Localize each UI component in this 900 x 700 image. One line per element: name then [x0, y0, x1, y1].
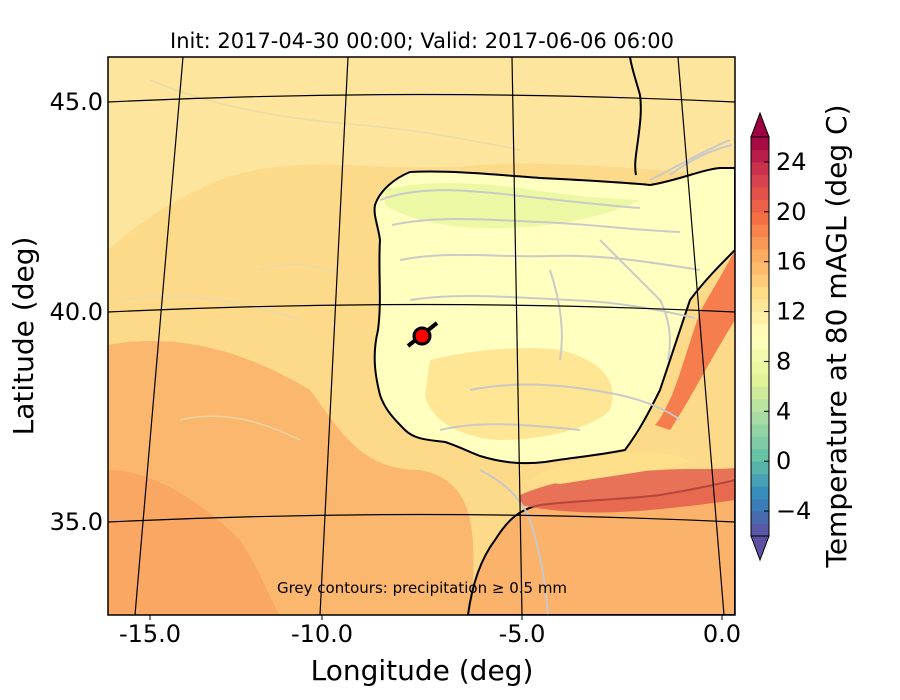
- colorbar-band: [751, 423, 769, 437]
- map-frame: [107, 56, 736, 616]
- colorbar-band: [751, 473, 769, 487]
- colorbar-band: [751, 348, 769, 362]
- cool-north-sea: [108, 57, 735, 250]
- map-title: Init: 2017-04-30 00:00; Valid: 2017-06-0…: [170, 29, 674, 53]
- colorbar-band: [751, 386, 769, 400]
- sea-isolines: [119, 79, 521, 441]
- colorbar-tick-label: 0: [776, 447, 791, 475]
- colorbar-band: [751, 274, 769, 288]
- colorbar-tick-label: 4: [776, 397, 791, 425]
- colorbar-label: Temperature at 80 mAGL (deg C): [820, 104, 853, 568]
- hot-mediterranean-strip: [655, 250, 735, 430]
- colorbar-band: [751, 249, 769, 263]
- colorbar-bottom-extend: [750, 535, 770, 562]
- colorbar-frame: [750, 136, 770, 537]
- colorbar-band: [751, 336, 769, 350]
- colorbar-band: [751, 411, 769, 425]
- colorbar-band: [751, 261, 769, 275]
- colorbar-tick-label: 8: [776, 347, 791, 375]
- land-cool-north: [385, 183, 640, 229]
- map-area: [108, 57, 735, 615]
- colorbar-band: [751, 174, 769, 188]
- colorbar-band: [751, 511, 769, 525]
- colorbar-band: [751, 137, 769, 150]
- colorbar-tick-label: −4: [776, 497, 811, 525]
- colorbar-band: [751, 186, 769, 200]
- x-axis-label: Longitude (deg): [311, 654, 534, 687]
- land-warm-patch: [425, 348, 613, 440]
- colorbar-band: [751, 311, 769, 325]
- colorbar-band: [751, 498, 769, 512]
- colorbar-tick-label: 12: [776, 298, 807, 326]
- colorbar-band: [751, 161, 769, 175]
- colorbar-band: [751, 149, 769, 163]
- x-tick-label: 0.0: [703, 620, 741, 648]
- graticule: [108, 57, 735, 615]
- colorbar-band: [751, 523, 769, 537]
- colorbar-band: [751, 236, 769, 250]
- colorbar-bands: [751, 137, 769, 537]
- colorbar-band: [751, 211, 769, 225]
- y-tick-label: 45.0: [50, 88, 103, 116]
- colorbar-band: [751, 224, 769, 238]
- x-tick-label: -5.0: [499, 620, 546, 648]
- colorbar-band: [751, 398, 769, 412]
- france-coastline: [629, 57, 642, 176]
- colorbar-band: [751, 324, 769, 337]
- colorbar-band: [751, 448, 769, 462]
- colorbar-band: [751, 436, 769, 450]
- x-tick-label: -15.0: [119, 620, 181, 648]
- colorbar-tick-label: 24: [776, 148, 807, 176]
- colorbar-band: [751, 373, 769, 387]
- colorbar-band: [751, 299, 769, 313]
- y-ticks: 45.0 40.0 35.0: [50, 88, 103, 536]
- site-marker: [406, 321, 439, 348]
- x-tick-label: -10.0: [291, 620, 353, 648]
- y-axis-label: Latitude (deg): [7, 237, 40, 436]
- colorbar-band: [751, 199, 769, 213]
- colorbar-top-extend: [750, 111, 770, 138]
- colorbar-band: [751, 486, 769, 500]
- colorbar-tick-label: 16: [776, 248, 807, 276]
- y-tick-label: 40.0: [50, 298, 103, 326]
- colorbar-band: [751, 286, 769, 300]
- colorbar-tick-label: 20: [776, 198, 807, 226]
- colorbar-band: [751, 361, 769, 375]
- x-ticks: -15.0 -10.0 -5.0 0.0: [119, 615, 741, 648]
- precipitation-note: Grey contours: precipitation ≥ 0.5 mm: [277, 579, 567, 597]
- colorbar: 24 20 16 12 8 4 0 −4 Temperature at 80 mAGL (de…: [750, 104, 853, 569]
- warmer-ocean-band: [108, 470, 280, 615]
- colorbar-band: [751, 461, 769, 475]
- colorbar-ticks: 24 20 16 12 8 4 0 −4: [764, 148, 811, 525]
- precipitation-contours: [379, 139, 733, 615]
- alboran-sea-cool: [530, 452, 690, 484]
- y-tick-label: 35.0: [50, 508, 103, 536]
